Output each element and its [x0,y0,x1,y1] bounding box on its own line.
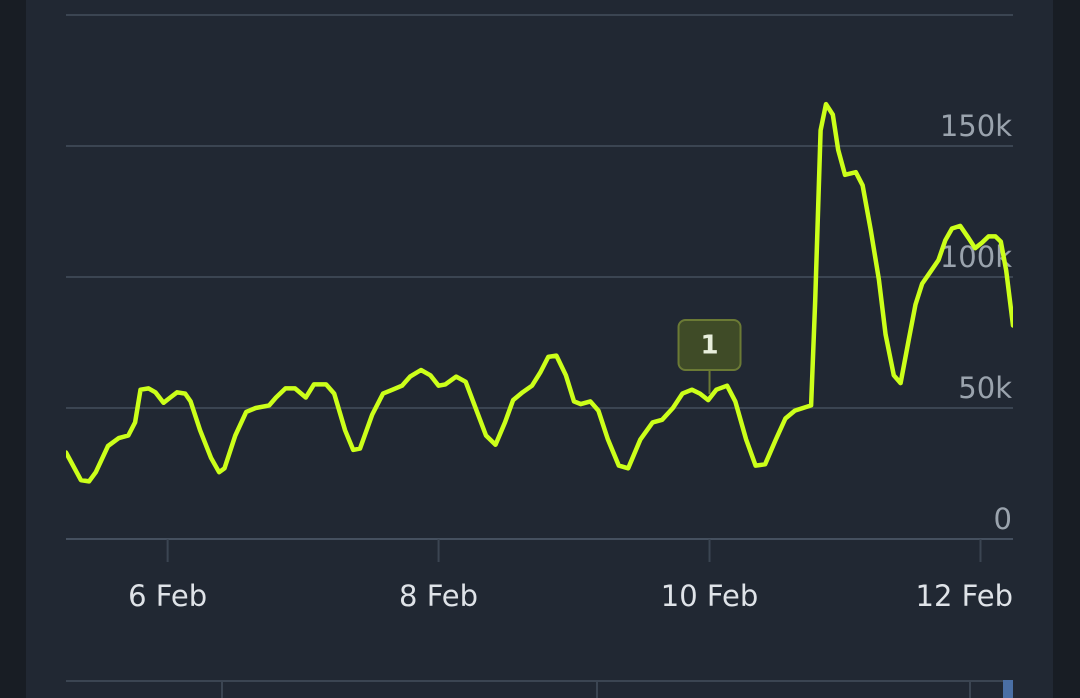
x-tick-label: 8 Feb [399,579,478,613]
annotation-label: 1 [700,331,718,361]
panel [26,0,1053,698]
y-tick-label: 0 [994,502,1012,536]
annotation-box [677,319,742,371]
x-tick-label: 12 Feb [916,579,1013,613]
navigator-handle[interactable] [1003,680,1013,698]
y-tick-label: 50k [958,371,1012,405]
y-tick-label: 150k [940,109,1012,143]
navigator [66,680,1013,698]
x-tick-label: 6 Feb [128,579,207,613]
plot [66,101,1013,484]
x-tick-label: 10 Feb [661,579,758,613]
data-line [66,101,1013,484]
